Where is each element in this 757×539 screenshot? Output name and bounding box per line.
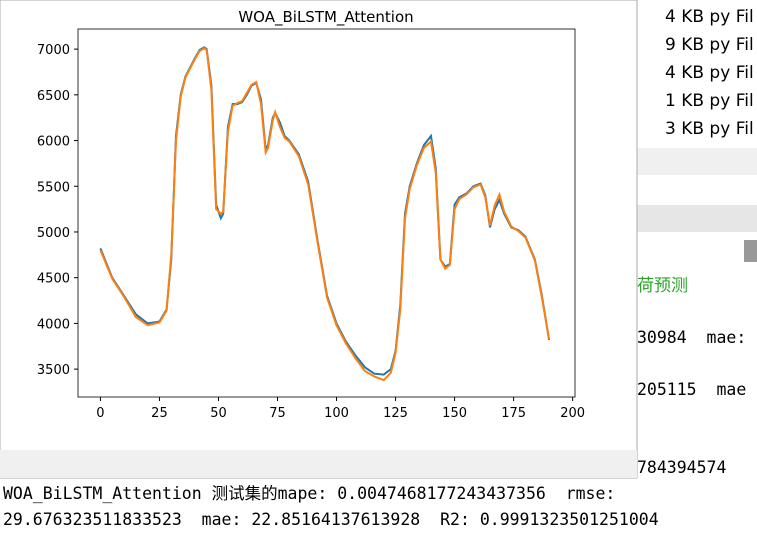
x-tick-label: 25 [151, 406, 168, 421]
y-tick-label: 7000 [37, 43, 70, 58]
y-tick-label: 5500 [37, 180, 70, 195]
x-tick-label: 200 [560, 406, 585, 421]
file-row: 4 KB py Fil [665, 63, 754, 83]
y-tick-label: 3500 [37, 363, 70, 378]
x-tick-label: 100 [324, 406, 349, 421]
file-row: 4 KB py Fil [665, 7, 754, 27]
scroll-thumb[interactable] [744, 240, 757, 262]
console-text: 30984 mae: [637, 328, 746, 347]
file-panel [637, 0, 757, 148]
figure-window [0, 0, 638, 479]
console-line: WOA_BiLSTM_Attention 测试集的mape: 0.0047468… [3, 484, 615, 503]
plot-area [77, 28, 576, 398]
x-tick-label: 125 [383, 406, 408, 421]
y-tick-label: 4000 [37, 317, 70, 332]
status-bar [0, 450, 637, 478]
chart-title: WOA_BiLSTM_Attention [238, 8, 413, 27]
y-tick-label: 6000 [37, 135, 70, 150]
y-tick-label: 4500 [37, 272, 70, 287]
console-text: 784394574 [637, 458, 726, 477]
x-tick-label: 50 [210, 406, 227, 421]
x-tick-label: 150 [442, 406, 467, 421]
x-tick-label: 175 [501, 406, 526, 421]
file-row: 3 KB py Fil [665, 119, 754, 139]
x-tick-label: 75 [269, 406, 286, 421]
console-text: 205115 mae [637, 380, 746, 399]
series-line [99, 46, 551, 382]
file-row: 9 KB py Fil [665, 35, 754, 55]
console-heading: 荷预测 [637, 276, 688, 296]
file-row: 1 KB py Fil [665, 91, 754, 111]
tab-bar [637, 205, 757, 232]
y-tick-label: 5000 [37, 226, 70, 241]
y-tick-label: 6500 [37, 89, 70, 104]
toolbar [637, 148, 757, 175]
console-line: 29.676323511833523 mae: 22.8516413761392… [3, 510, 659, 529]
x-tick-label: 0 [96, 406, 104, 421]
